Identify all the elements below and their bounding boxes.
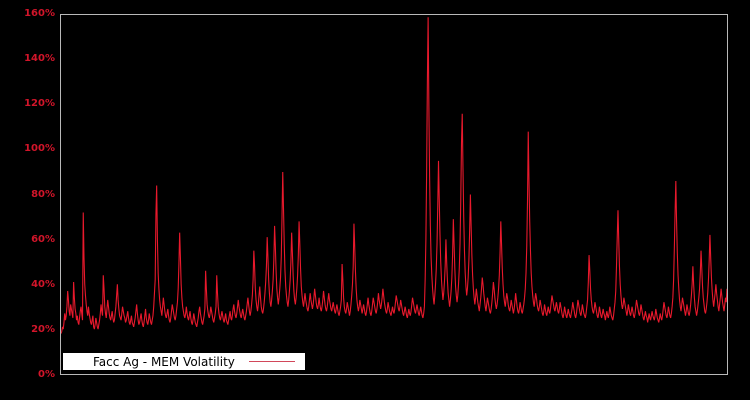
legend-line-sample xyxy=(248,361,295,362)
y-axis-tick-label: 120% xyxy=(24,98,55,110)
plot-area xyxy=(60,14,728,375)
y-axis-tick-label: 140% xyxy=(24,53,55,65)
y-axis-tick-label: 160% xyxy=(24,8,55,19)
legend-line-icon xyxy=(248,361,295,362)
y-axis-tick-label: 40% xyxy=(31,278,55,290)
y-axis-tick-label: 0% xyxy=(38,369,55,380)
legend: Facc Ag - MEM Volatility xyxy=(63,353,305,370)
y-axis-tick-label: 60% xyxy=(31,233,55,245)
legend-label: Facc Ag - MEM Volatility xyxy=(93,354,235,369)
y-axis: 0% 20% 40% 60% 80% 100% 120% 140% 160% xyxy=(0,0,58,400)
series-plot xyxy=(61,17,727,334)
y-axis-tick-label: 20% xyxy=(31,323,55,335)
y-axis-tick-label: 80% xyxy=(31,188,55,200)
series-line-facc-ag-mem-volatility xyxy=(61,17,727,334)
y-axis-tick-label: 100% xyxy=(24,143,55,155)
